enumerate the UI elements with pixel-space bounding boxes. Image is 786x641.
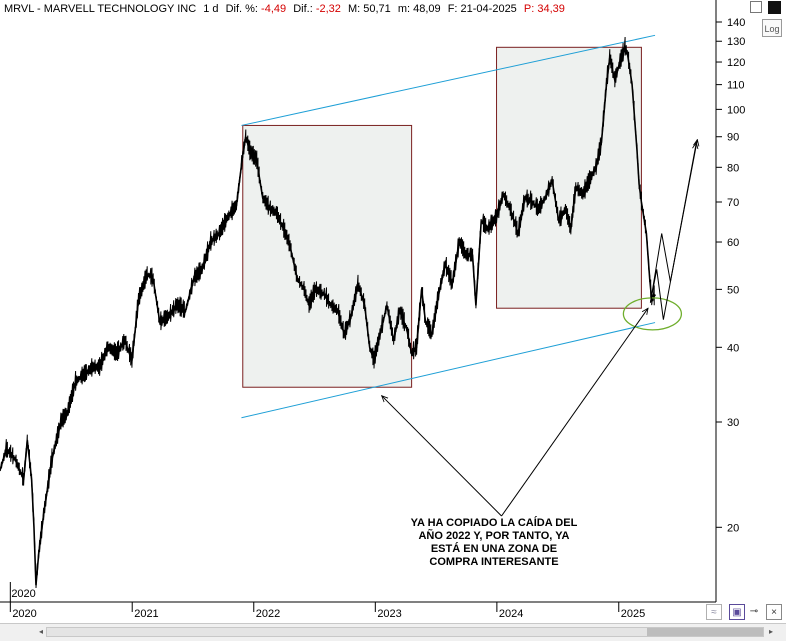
y-tick-label: 140: [727, 17, 745, 29]
annotation-line: COMPRA INTERESANTE: [429, 556, 559, 568]
x-tick-label: 2025: [621, 608, 645, 620]
buy-zone-ellipse[interactable]: [622, 297, 683, 331]
date-value: F: 21-04-2025: [447, 3, 517, 15]
save-icon[interactable]: ▣: [729, 604, 745, 620]
symbol-name: MRVL - MARVELL TECHNOLOGY INC: [4, 3, 197, 15]
x-marker-label: 2020: [11, 588, 35, 600]
log-scale-button[interactable]: Log: [762, 19, 782, 37]
scroll-right-icon[interactable]: ▸: [768, 627, 773, 636]
pointer-arrow-2022[interactable]: [382, 396, 502, 517]
price-label: P:: [523, 3, 535, 15]
y-tick-label: 90: [727, 132, 739, 144]
y-tick-label: 120: [727, 57, 745, 69]
chart-header: MRVL - MARVELL TECHNOLOGY INC 1 d Dif. %…: [4, 3, 565, 15]
annotation-line: YA HA COPIADO LA CAÍDA DEL: [410, 517, 578, 529]
horizontal-scrollbar[interactable]: [46, 627, 764, 637]
price-line: [0, 44, 657, 586]
period: 1 d: [203, 3, 219, 15]
y-tick-label: 30: [727, 417, 739, 429]
max-value: M: 50,71: [347, 3, 391, 15]
collapse-icon[interactable]: ≈: [706, 604, 722, 620]
y-tick-label: 80: [727, 162, 739, 174]
annotation-line: ESTÁ EN UNA ZONA DE: [430, 543, 558, 555]
x-tick-label: 2023: [377, 608, 401, 620]
y-tick-label: 20: [727, 522, 739, 534]
range-box[interactable]: [242, 124, 413, 388]
close-icon[interactable]: ×: [766, 604, 782, 620]
scroll-left-icon[interactable]: ◂: [38, 627, 43, 636]
minimize-icon[interactable]: [750, 1, 762, 13]
pointer-arrow-2025[interactable]: [501, 308, 649, 517]
dif-label: Dif.:: [293, 3, 313, 15]
projection-path-lower[interactable]: [649, 143, 696, 320]
x-tick-label: 2020: [12, 608, 36, 620]
y-tick-label: 60: [727, 237, 739, 249]
y-tick-label: 130: [727, 36, 745, 48]
scrollbar-thumb[interactable]: [647, 628, 763, 636]
price-value: 34,39: [537, 3, 565, 15]
annotation-line: AÑO 2022 Y, POR TANTO, YA: [418, 530, 570, 542]
y-tick-label: 100: [727, 104, 745, 116]
pin-icon[interactable]: ⊸: [749, 606, 759, 617]
dif-pct-value: -4,49: [261, 3, 287, 15]
y-tick-label: 50: [727, 284, 739, 296]
dif-pct-label: Dif. %:: [225, 3, 258, 15]
channel-line[interactable]: [241, 34, 656, 126]
maximize-icon[interactable]: [768, 1, 781, 14]
x-tick-label: 2022: [256, 608, 280, 620]
y-tick-label: 70: [727, 197, 739, 209]
x-tick-label: 2021: [134, 608, 158, 620]
annotation-text: YA HA COPIADO LA CAÍDA DEL AÑO 2022 Y, P…: [396, 517, 592, 569]
y-tick-label: 110: [727, 80, 745, 92]
range-box[interactable]: [496, 46, 642, 309]
y-tick-label: 40: [727, 342, 739, 354]
dif-value: -2,32: [315, 3, 341, 15]
min-value: m: 48,09: [397, 3, 441, 15]
x-tick-label: 2024: [499, 608, 523, 620]
channel-line[interactable]: [241, 322, 656, 419]
